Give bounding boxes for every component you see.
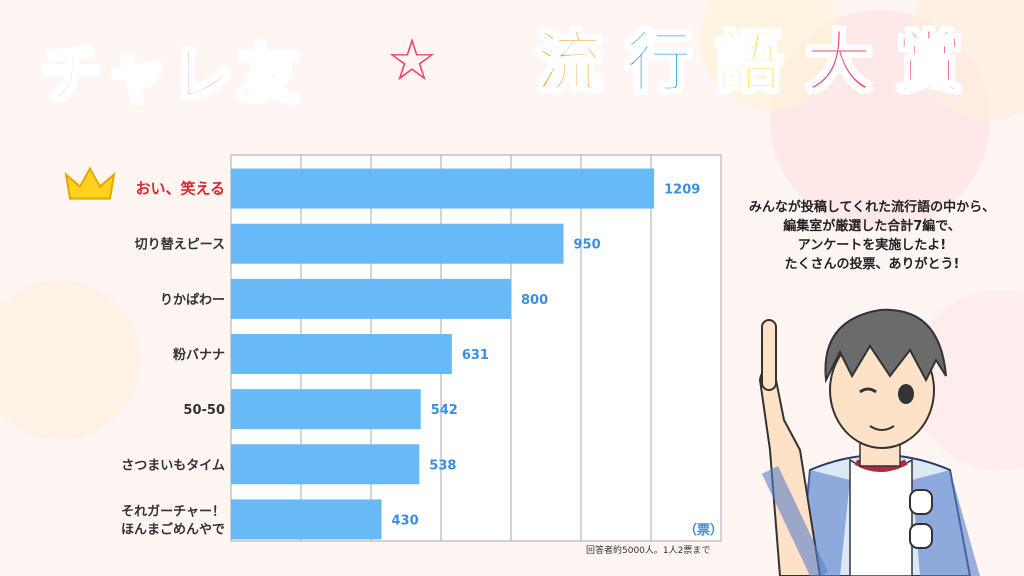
value-label: 1209 (664, 183, 700, 198)
message-line: アンケートを実施したよ! (797, 238, 947, 253)
value-label: 950 (574, 238, 601, 253)
value-label: 542 (431, 403, 458, 418)
category-label: それガーチャー！ (121, 504, 225, 519)
title-char-2: 行 (625, 23, 693, 102)
respondents-note: 回答者約5000人。1人2票まで (586, 546, 711, 556)
title-char-1: 流 (535, 23, 603, 102)
bar (231, 389, 421, 430)
boy-character-illustration (758, 308, 980, 576)
category-label: りかぱわー (160, 292, 225, 308)
category-label: 50-50 (183, 403, 225, 418)
message-line: 編集室が厳選した合計7編で、 (783, 219, 961, 234)
title-ryukougo-taisho: 流 行 語 大 賞 (526, 22, 972, 104)
balloon-peach-decoration (910, 0, 1024, 120)
bar (231, 499, 382, 540)
balloon-yellow-decoration (700, 0, 840, 110)
category-label: 粉バナナ (173, 347, 225, 363)
message-line: たくさんの投票、ありがとう! (784, 257, 960, 272)
value-label: 631 (462, 348, 489, 363)
bar (231, 278, 511, 319)
speech-message: みんなが投稿してくれた流行語の中から、 編集室が厳選した合計7編で、 アンケート… (724, 198, 1020, 274)
title-char-5: 賞 (895, 23, 963, 102)
title-chare-tomo: チャレ友 (38, 37, 304, 113)
title-char-3: 語 (715, 23, 783, 102)
value-label: 538 (429, 458, 456, 473)
star-icon: ☆ (386, 26, 438, 94)
value-label: 800 (521, 293, 548, 308)
value-label: 430 (392, 513, 419, 528)
balloon-left-decoration (0, 280, 140, 440)
crown-icon (64, 166, 116, 200)
category-label: さつまいもタイム (121, 458, 225, 473)
message-line: みんなが投稿してくれた流行語の中から、 (748, 200, 996, 215)
bar (231, 444, 420, 485)
unit-label: （票） (684, 523, 724, 538)
balloon-right-decoration (910, 290, 1024, 470)
category-label: ほんまごめんやで (121, 521, 225, 537)
bar (231, 168, 655, 209)
title-char-4: 大 (805, 23, 873, 102)
bar (231, 223, 564, 264)
bar (231, 334, 452, 374)
category-label: 切り替えピース (135, 237, 225, 253)
category-label: おい、笑える (135, 180, 225, 198)
